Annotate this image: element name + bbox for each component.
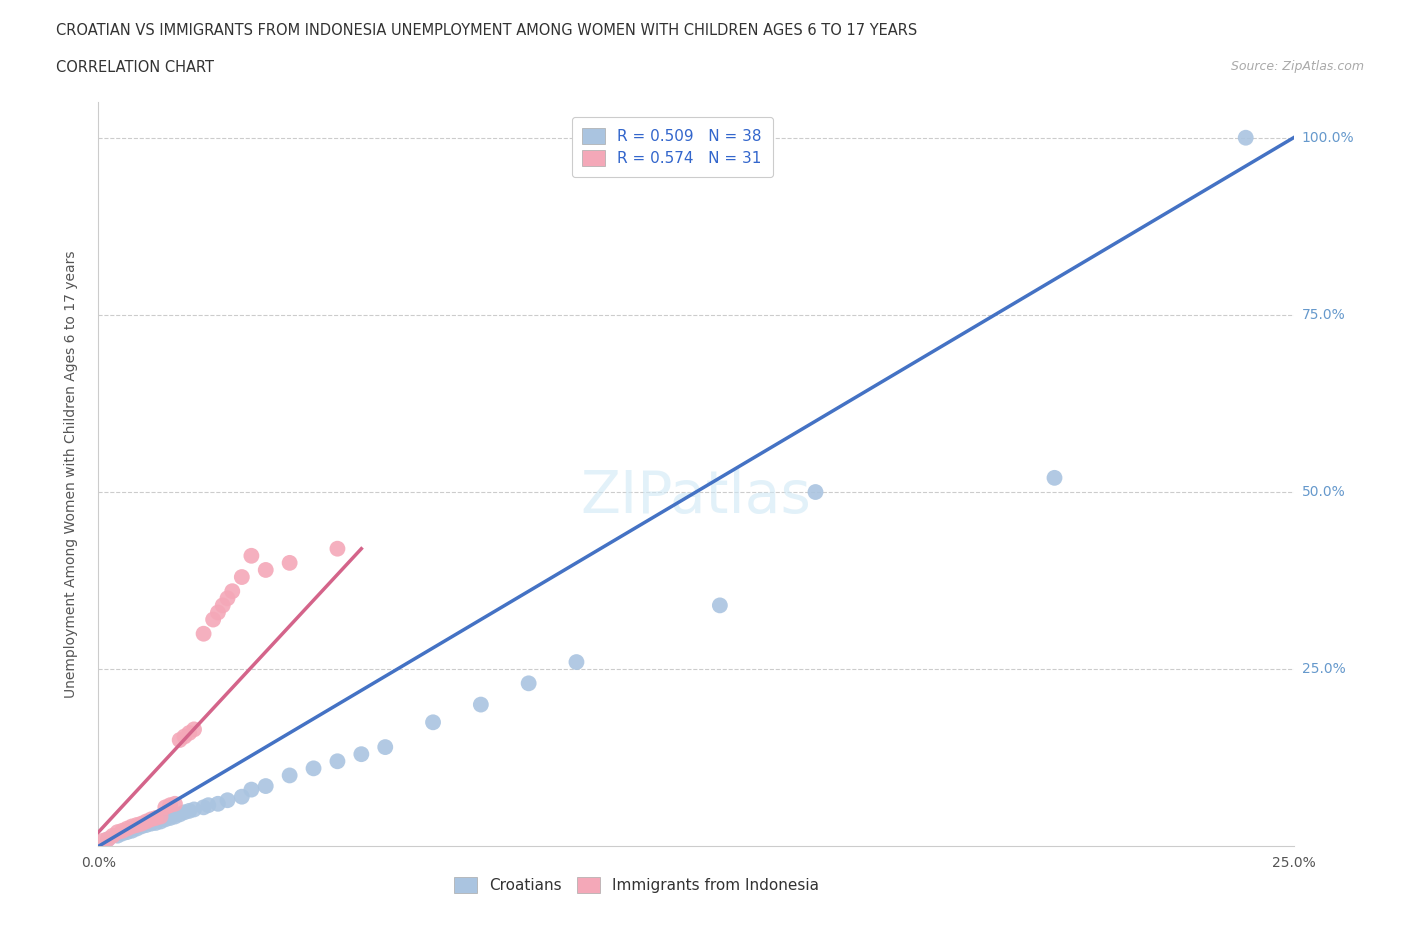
Point <box>179 804 201 818</box>
Point <box>173 804 195 819</box>
Point <box>173 729 195 744</box>
Point <box>155 812 177 827</box>
Point <box>107 825 129 840</box>
Point <box>517 676 540 691</box>
Point <box>115 825 138 840</box>
Text: CROATIAN VS IMMIGRANTS FROM INDONESIA UNEMPLOYMENT AMONG WOMEN WITH CHILDREN AGE: CROATIAN VS IMMIGRANTS FROM INDONESIA UN… <box>56 23 918 38</box>
Text: 25.0%: 25.0% <box>1302 662 1346 676</box>
Point <box>254 778 277 793</box>
Legend: Croatians, Immigrants from Indonesia: Croatians, Immigrants from Indonesia <box>441 865 831 906</box>
Point <box>131 819 153 834</box>
Point <box>169 807 191 822</box>
Point <box>149 814 172 829</box>
Point <box>565 655 588 670</box>
Point <box>240 549 263 564</box>
Point <box>115 821 138 836</box>
Point <box>121 819 143 834</box>
Point <box>163 796 186 811</box>
Point <box>193 626 215 641</box>
Point <box>159 811 181 826</box>
Point <box>709 598 731 613</box>
Text: 100.0%: 100.0% <box>1302 131 1354 145</box>
Point <box>240 782 263 797</box>
Text: Source: ZipAtlas.com: Source: ZipAtlas.com <box>1230 60 1364 73</box>
Point <box>163 809 186 824</box>
Point <box>278 555 301 570</box>
Point <box>231 790 253 804</box>
Point <box>207 605 229 620</box>
Point <box>97 831 120 846</box>
Point <box>207 796 229 811</box>
Point <box>125 821 148 836</box>
Point <box>193 800 215 815</box>
Text: ZIPatlas: ZIPatlas <box>581 468 811 525</box>
Text: CORRELATION CHART: CORRELATION CHART <box>56 60 214 75</box>
Point <box>145 811 167 826</box>
Point <box>804 485 827 499</box>
Point <box>155 800 177 815</box>
Point <box>422 715 444 730</box>
Point <box>183 802 205 817</box>
Point <box>350 747 373 762</box>
Point <box>254 563 277 578</box>
Point <box>121 823 143 838</box>
Point <box>1234 130 1257 145</box>
Point <box>231 569 253 584</box>
Point <box>326 754 349 769</box>
Point <box>135 817 157 832</box>
Point <box>278 768 301 783</box>
Point <box>221 584 243 599</box>
Point <box>217 591 239 605</box>
Point <box>139 817 162 831</box>
Point <box>374 739 396 754</box>
Point <box>326 541 349 556</box>
Point <box>125 817 148 832</box>
Point <box>183 722 205 737</box>
Point <box>470 698 492 712</box>
Point <box>169 733 191 748</box>
Point <box>145 816 167 830</box>
Point <box>97 831 120 846</box>
Point <box>139 812 162 827</box>
Point <box>107 829 129 844</box>
Y-axis label: Unemployment Among Women with Children Ages 6 to 17 years: Unemployment Among Women with Children A… <box>63 250 77 698</box>
Point <box>111 823 134 838</box>
Point <box>179 725 201 740</box>
Point <box>159 798 181 813</box>
Point <box>91 833 114 848</box>
Point <box>135 814 157 829</box>
Point <box>101 829 124 844</box>
Point <box>217 792 239 807</box>
Point <box>1043 471 1066 485</box>
Point <box>211 598 233 613</box>
Point <box>149 809 172 824</box>
Point <box>197 798 219 813</box>
Point <box>302 761 325 776</box>
Text: 75.0%: 75.0% <box>1302 308 1346 322</box>
Point <box>202 612 225 627</box>
Text: 50.0%: 50.0% <box>1302 485 1346 499</box>
Point <box>131 817 153 831</box>
Point <box>111 826 134 841</box>
